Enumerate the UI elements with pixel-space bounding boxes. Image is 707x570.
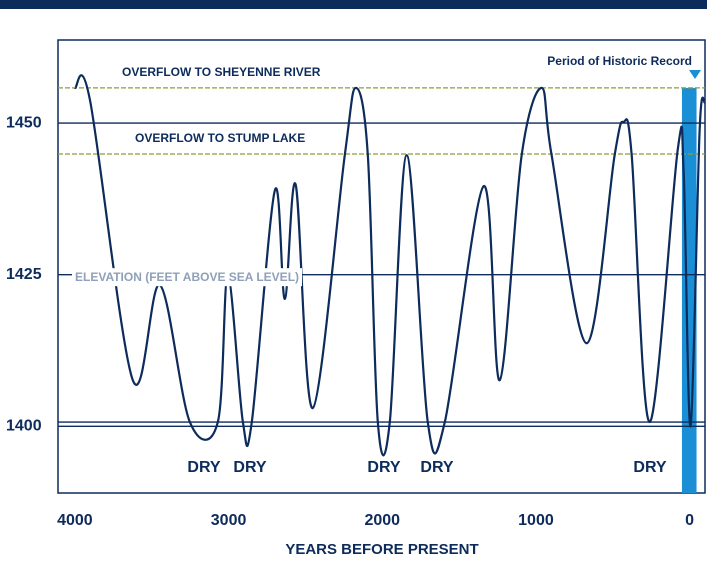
- y-tick-label: 1450: [6, 114, 42, 131]
- plot-frame: [57, 39, 706, 494]
- dry-label: DRY: [233, 459, 267, 476]
- x-tick-label: 3000: [211, 512, 247, 529]
- dry-label: DRY: [633, 459, 667, 476]
- x-axis-label: YEARS BEFORE PRESENT: [285, 541, 478, 558]
- top-bar: [0, 0, 707, 9]
- x-tick-label: 0: [685, 512, 694, 529]
- historic-record-marker: [689, 70, 701, 79]
- reference-label: OVERFLOW TO STUMP LAKE: [135, 131, 305, 145]
- reference-label: OVERFLOW TO SHEYENNE RIVER: [122, 65, 321, 79]
- dry-label: DRY: [420, 459, 454, 476]
- historic-record-label: Period of Historic Record: [547, 54, 692, 68]
- x-tick-label: 1000: [518, 512, 554, 529]
- y-tick-label: 1400: [6, 418, 42, 435]
- dry-label: DRY: [367, 459, 401, 476]
- dry-label: DRY: [187, 459, 221, 476]
- x-tick-label: 4000: [57, 512, 93, 529]
- y-axis-label: ELEVATION (FEET ABOVE SEA LEVEL): [75, 270, 299, 284]
- y-tick-label: 1425: [6, 266, 42, 283]
- x-tick-label: 2000: [364, 512, 400, 529]
- y-axis-label-bg: [72, 268, 303, 287]
